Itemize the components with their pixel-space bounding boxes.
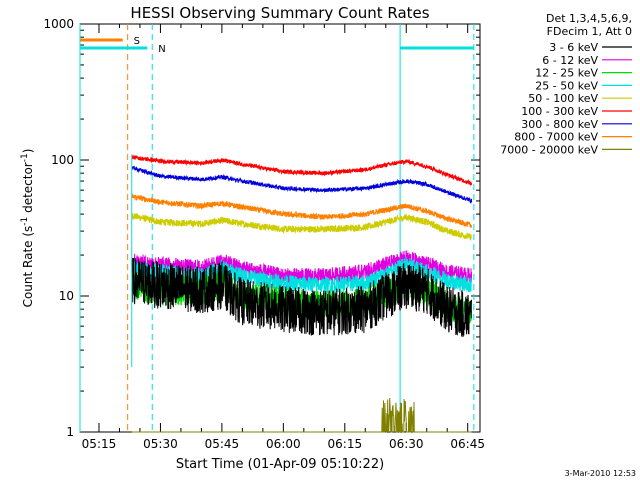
y-tick-label: 1000 bbox=[43, 17, 74, 31]
series-line bbox=[131, 257, 473, 338]
y-tick-label: 1 bbox=[66, 425, 74, 439]
series-line bbox=[131, 193, 473, 228]
x-tick-label: 06:45 bbox=[450, 437, 485, 451]
x-tick-label: 05:45 bbox=[205, 437, 240, 451]
y-label-mid: detector bbox=[21, 162, 35, 217]
x-tick-label: 06:15 bbox=[328, 437, 363, 451]
series-layer bbox=[131, 154, 473, 433]
legend-label: 50 - 100 keV bbox=[528, 92, 598, 105]
x-tick-label: 05:15 bbox=[82, 437, 117, 451]
footer-timestamp: 3-Mar-2010 12:53 bbox=[565, 469, 636, 478]
y-label-sup1: -1 bbox=[20, 217, 30, 226]
y-label-sup2: -1 bbox=[20, 153, 30, 162]
annotations-layer: SN bbox=[79, 24, 475, 432]
y-label-end: ) bbox=[21, 149, 35, 154]
y-tick-label: 10 bbox=[59, 289, 74, 303]
series-line bbox=[131, 165, 473, 204]
annotation-label: N bbox=[158, 44, 165, 55]
legend-label: 800 - 7000 keV bbox=[514, 131, 598, 144]
legend-header-1: Det 1,3,4,5,6,9, bbox=[546, 12, 632, 25]
x-tick-label: 06:30 bbox=[389, 437, 424, 451]
legend-label: 3 - 6 keV bbox=[549, 41, 598, 54]
legend-label: 6 - 12 keV bbox=[542, 54, 598, 67]
series-line bbox=[131, 212, 473, 241]
legend-label: 7000 - 20000 keV bbox=[500, 143, 598, 156]
x-tick-label: 05:30 bbox=[143, 437, 178, 451]
chart-title: HESSI Observing Summary Count Rates bbox=[130, 4, 429, 22]
annotation-label: S bbox=[134, 36, 140, 47]
legend: Det 1,3,4,5,6,9, FDecim 1, Att 0 3 - 6 k… bbox=[500, 12, 632, 156]
svg-text:Count Rate (s-1 detector-1): Count Rate (s-1 detector-1) bbox=[20, 149, 35, 308]
y-tick-label: 100 bbox=[51, 153, 74, 167]
legend-label: 25 - 50 keV bbox=[535, 79, 598, 92]
series-line bbox=[131, 397, 472, 433]
series-line bbox=[131, 154, 473, 187]
legend-label: 12 - 25 keV bbox=[535, 67, 598, 80]
legend-header-2: FDecim 1, Att 0 bbox=[547, 25, 632, 38]
x-axis-label: Start Time (01-Apr-09 05:10:22) bbox=[176, 457, 384, 472]
legend-label: 300 - 800 keV bbox=[521, 118, 598, 131]
y-label-main: Count Rate (s bbox=[21, 226, 35, 308]
axis-ticks: 1 10 100 1000 05:15 05:30 05:45 06:00 06:15 06:30… bbox=[43, 17, 485, 451]
legend-label: 100 - 300 keV bbox=[521, 105, 598, 118]
y-axis-label: Count Rate (s-1 detector-1) bbox=[20, 149, 35, 308]
x-tick-label: 06:00 bbox=[266, 437, 301, 451]
